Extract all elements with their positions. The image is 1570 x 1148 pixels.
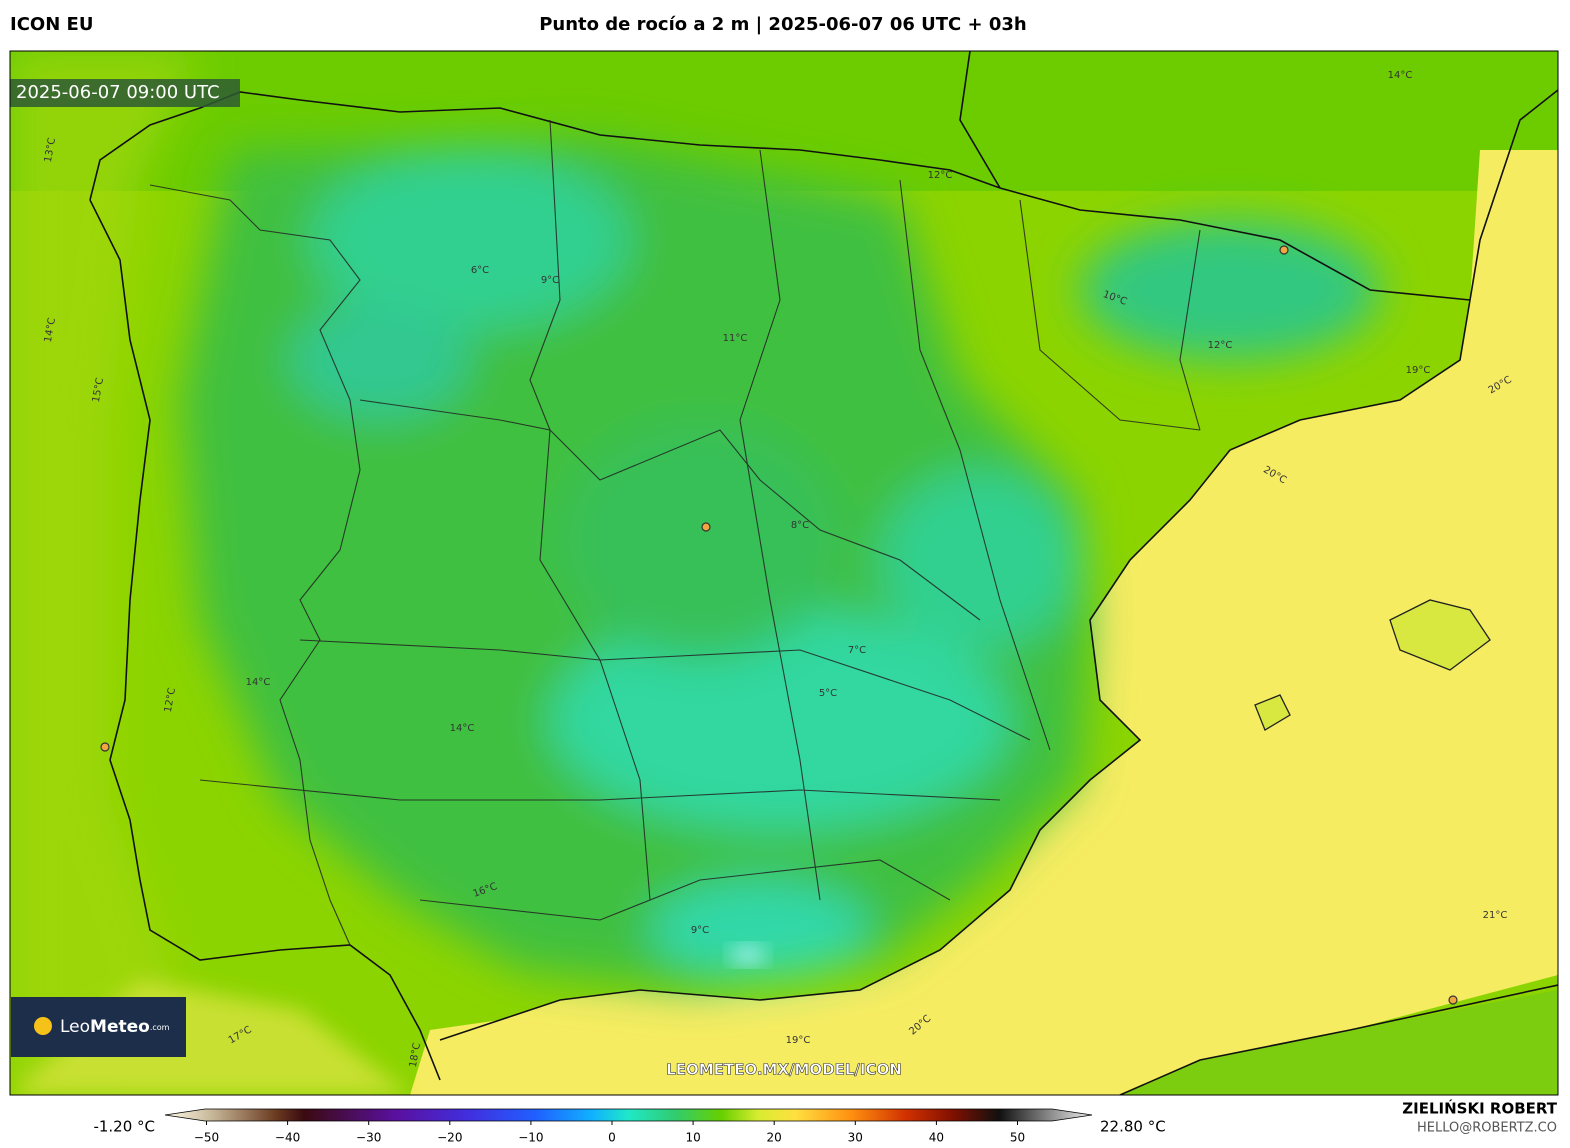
contour-label: 13°C — [43, 137, 58, 163]
contour-label: 14°C — [450, 723, 475, 734]
contour-label: 7°C — [848, 645, 866, 656]
contour-label: 18°C — [408, 1042, 423, 1068]
coastlines — [89, 51, 1558, 1095]
colorbar-tick-label: −50 — [194, 1131, 219, 1145]
timestamp: 2025-06-07 09:00 UTC — [16, 82, 220, 103]
atlantic — [10, 51, 200, 1095]
mallorca — [1389, 599, 1491, 671]
contour-label: 12°C — [928, 170, 953, 181]
colorbar-max: 22.80 °C — [1100, 1118, 1166, 1136]
contour-label: 12°C — [1208, 340, 1233, 351]
mediterranean — [410, 150, 1558, 1095]
contour-label: 5°C — [819, 688, 837, 699]
colorbar-tick-label: −20 — [437, 1131, 462, 1145]
contour-label: 9°C — [691, 925, 709, 936]
colorbar-tick-label: −10 — [518, 1131, 543, 1145]
contour-label: 6°C — [471, 265, 489, 276]
colorbar-tick-label: 50 — [1010, 1131, 1025, 1145]
colorbar-tick-label: −40 — [275, 1131, 300, 1145]
map-title: Punto de rocío a 2 m | 2025-06-07 06 UTC… — [539, 14, 1027, 35]
colorbar-min: -1.20 °C — [93, 1118, 155, 1136]
dry-areas — [180, 140, 1380, 990]
contour-label: 14°C — [1388, 70, 1413, 81]
contour-label: 12°C — [163, 687, 178, 713]
contour-label: 14°C — [43, 317, 58, 343]
colorbar-tick-label: 30 — [848, 1131, 863, 1145]
colorbar-tick-label: 20 — [767, 1131, 782, 1145]
email: HELLO@ROBERTZ.CO — [1417, 1121, 1557, 1136]
colorbar-tick-label: −30 — [356, 1131, 381, 1145]
colorbar — [164, 1108, 1093, 1122]
author: ZIELIŃSKI ROBERT — [1402, 1099, 1557, 1118]
model-name: ICON EU — [10, 14, 93, 35]
contour-label: 8°C — [791, 520, 809, 531]
logo-sun — [34, 1017, 52, 1035]
contour-label: 19°C — [786, 1035, 811, 1046]
colorbar-tick-label: 40 — [929, 1131, 944, 1145]
contour-label: 21°C — [1483, 910, 1508, 921]
watermark: LEOMETEO.MX/MODEL/ICON — [666, 1061, 902, 1079]
colorbar-tick-label: 0 — [608, 1131, 616, 1145]
contour-label: 9°C — [541, 275, 559, 286]
contour-label: 15°C — [91, 377, 106, 403]
contour-label: 19°C — [1406, 365, 1431, 376]
colorbar-ticks: −50 −40 −30 −20 −10 0 10 20 30 40 50 — [194, 1121, 1025, 1145]
colorbar-tick-label: 10 — [685, 1131, 700, 1145]
africa — [1120, 990, 1558, 1095]
logo-text: LeoMeteo.com — [60, 1017, 170, 1037]
cold-spot — [730, 945, 766, 965]
cities — [100, 245, 1458, 1005]
timestamp-box — [10, 79, 240, 107]
borders — [149, 119, 1201, 946]
ibiza — [1254, 694, 1291, 731]
contour-label: 11°C — [723, 333, 748, 344]
contour-label: 14°C — [246, 677, 271, 688]
map: 13°C14°C15°C12°C14°C14°C16°C17°C18°C19°C… — [10, 51, 1558, 1095]
map-frame — [9, 50, 1559, 1096]
